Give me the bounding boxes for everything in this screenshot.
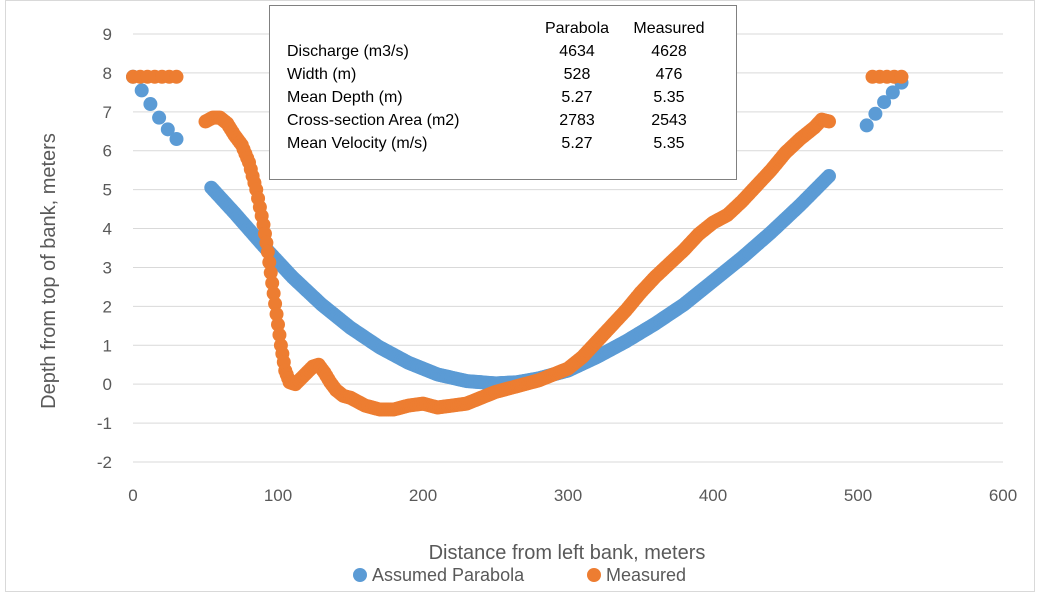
x-axis-ticks: 0 100 200 300 400 500 600 <box>128 486 1017 505</box>
y-tick-label: 4 <box>103 220 112 239</box>
x-tick-label: 600 <box>989 486 1017 505</box>
y-tick-label: 3 <box>103 258 112 277</box>
table-row-label: Mean Depth (m) <box>287 89 403 106</box>
series-measured <box>126 69 909 417</box>
data-point <box>266 286 281 301</box>
table-cell: 5.27 <box>561 89 592 106</box>
x-tick-label: 400 <box>699 486 727 505</box>
series-parabola <box>126 69 909 391</box>
data-point <box>262 255 277 270</box>
data-point <box>160 122 175 137</box>
y-tick-label: 7 <box>103 103 112 122</box>
legend-label: Measured <box>606 565 686 585</box>
x-tick-label: 200 <box>409 486 437 505</box>
data-point <box>143 97 158 112</box>
y-tick-label: 8 <box>103 64 112 83</box>
data-point <box>169 69 184 84</box>
table-row-label: Cross-section Area (m2) <box>287 112 460 129</box>
table-row-label: Width (m) <box>287 66 356 83</box>
x-tick-label: 0 <box>128 486 137 505</box>
data-point <box>269 307 284 322</box>
data-point <box>152 110 167 125</box>
table-cell: 2543 <box>651 112 687 129</box>
legend: Assumed Parabola Measured <box>353 565 686 585</box>
table-cell: 5.27 <box>561 135 592 152</box>
data-point <box>822 169 836 184</box>
y-tick-label: 2 <box>103 297 112 316</box>
y-axis-title: Depth from top of bank, meters <box>38 133 60 409</box>
table-header: Parabola <box>545 20 609 37</box>
y-tick-label: 6 <box>103 142 112 161</box>
table-cell: 4628 <box>651 43 687 60</box>
data-point <box>859 118 874 133</box>
data-point <box>885 85 900 100</box>
table-cell: 4634 <box>559 43 595 60</box>
table-row-label: Discharge (m3/s) <box>287 43 409 60</box>
y-tick-label: -2 <box>97 453 112 472</box>
data-point <box>134 83 149 98</box>
data-point <box>169 132 184 147</box>
data-point <box>271 317 285 332</box>
x-axis-title: Distance from left bank, meters <box>429 542 706 564</box>
data-series <box>126 69 909 417</box>
x-tick-label: 500 <box>844 486 872 505</box>
x-tick-label: 300 <box>554 486 582 505</box>
table-cell: 476 <box>656 66 683 83</box>
legend-label: Assumed Parabola <box>372 565 525 585</box>
y-axis-ticks: -2 -1 0 1 2 3 4 5 6 7 8 9 <box>97 25 112 472</box>
table-header: Measured <box>633 20 704 37</box>
table-row-label: Mean Velocity (m/s) <box>287 135 427 152</box>
data-point <box>260 244 275 259</box>
data-point <box>268 296 283 311</box>
data-point <box>868 106 883 121</box>
data-point <box>263 265 278 280</box>
data-point <box>877 95 892 110</box>
x-tick-label: 100 <box>264 486 292 505</box>
y-tick-label: 5 <box>103 181 112 200</box>
legend-marker <box>587 568 601 582</box>
table-box <box>269 5 737 180</box>
y-tick-label: 9 <box>103 25 112 44</box>
y-tick-label: 0 <box>103 375 112 394</box>
y-tick-label: 1 <box>103 336 112 355</box>
y-tick-label: -1 <box>97 414 112 433</box>
legend-marker <box>353 568 367 582</box>
table-cell: 2783 <box>559 112 595 129</box>
data-point <box>822 114 836 129</box>
data-point <box>265 276 280 291</box>
table-cell: 5.35 <box>653 89 684 106</box>
data-point <box>272 327 287 342</box>
table-cell: 5.35 <box>653 135 684 152</box>
table-cell: 528 <box>564 66 591 83</box>
data-point <box>894 69 909 84</box>
annotation-table: Parabola Measured Discharge (m3/s) 4634 4628… <box>269 5 737 180</box>
